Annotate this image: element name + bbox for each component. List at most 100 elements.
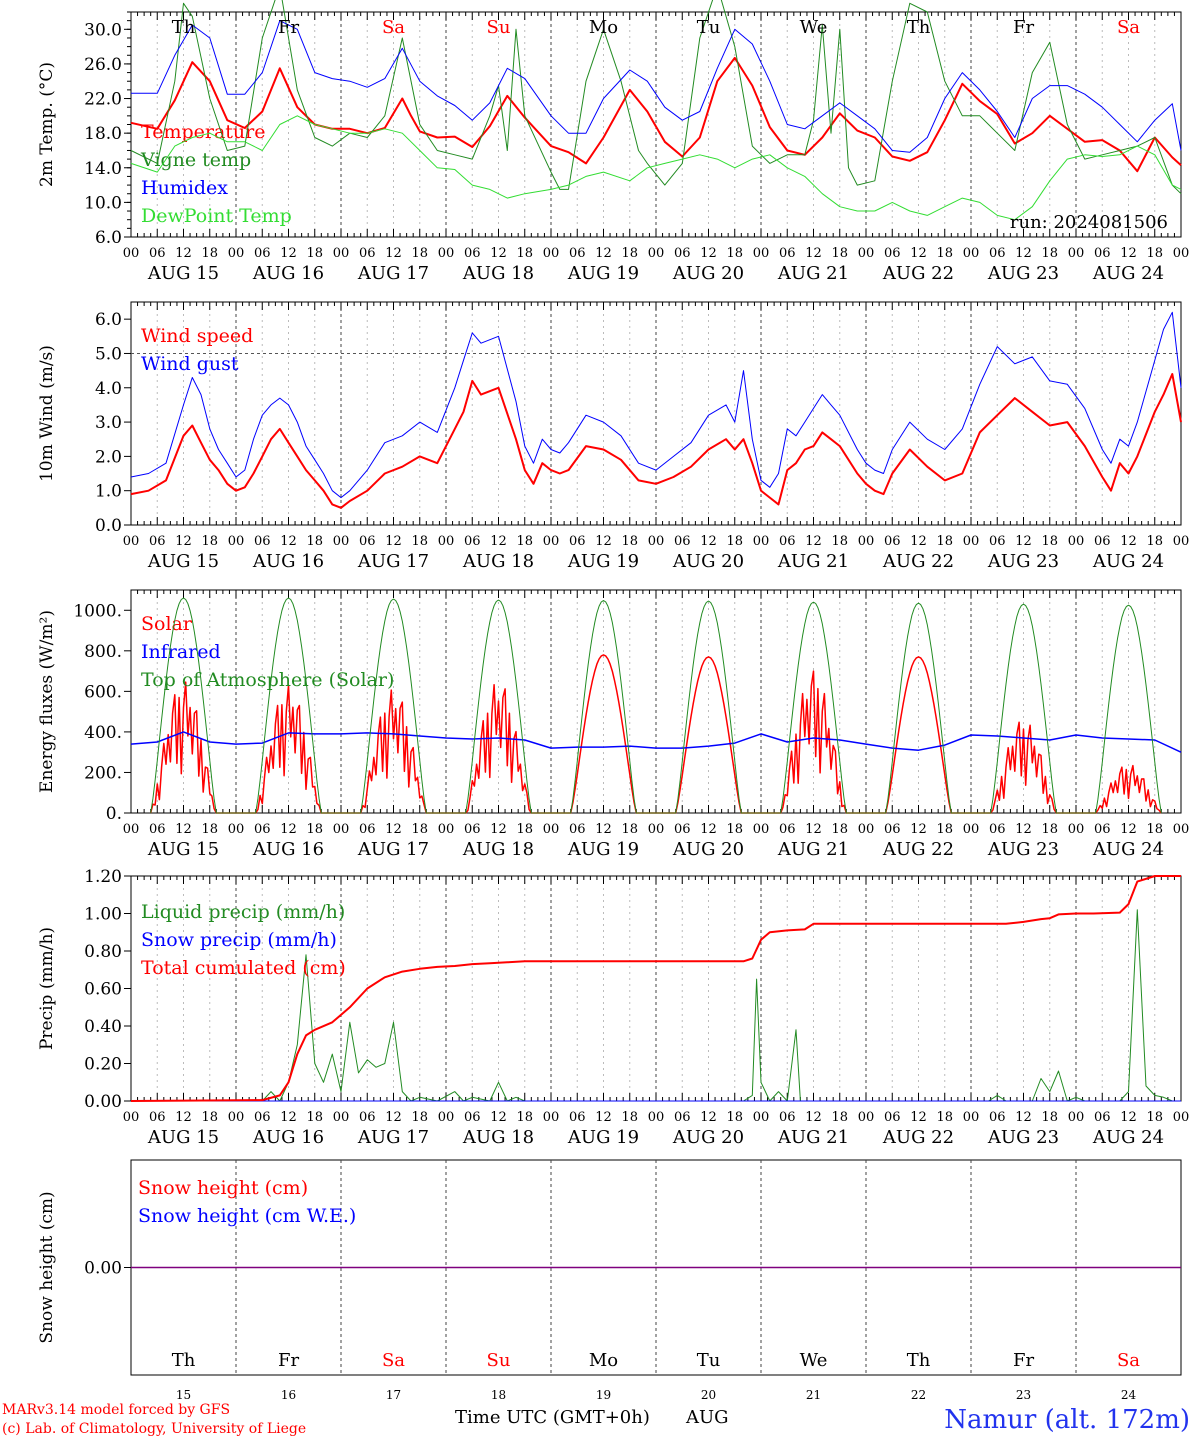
- hour-tick-label: 18: [936, 822, 953, 837]
- hour-tick-label: 06: [884, 822, 901, 837]
- hour-tick-label: 00: [333, 246, 350, 261]
- hour-tick-label: 12: [700, 246, 717, 261]
- hour-tick-label: 06: [254, 1110, 271, 1125]
- run-label: run: 2024081506: [1010, 212, 1168, 233]
- hour-tick-label: 12: [1120, 1110, 1137, 1125]
- date-label: AUG 16: [252, 839, 324, 860]
- hour-tick-label: 06: [464, 246, 481, 261]
- hour-tick-label: 06: [359, 1110, 376, 1125]
- y-tick-label: 400.: [84, 723, 122, 743]
- hour-tick-label: 00: [1068, 1110, 1085, 1125]
- hour-tick-label: 00: [963, 1110, 980, 1125]
- y-tick-label: 6.0: [95, 310, 122, 330]
- hour-tick-label: 12: [175, 1110, 192, 1125]
- hour-tick-label: 12: [1015, 822, 1032, 837]
- legend-entry: Snow precip (mm/h): [141, 929, 337, 951]
- hour-tick-label: 00: [648, 822, 665, 837]
- y-tick-label: 1000.: [73, 601, 122, 621]
- day-number-label: 17: [386, 1388, 401, 1402]
- hour-tick-label: 06: [779, 1110, 796, 1125]
- y-tick-label: 1.20: [84, 867, 122, 887]
- hour-tick-label: 06: [149, 822, 166, 837]
- y-tick-label: 200.: [84, 763, 122, 783]
- weekday-label-top: Fr: [278, 17, 299, 38]
- hour-tick-label: 18: [306, 822, 323, 837]
- x-axis-label: Time UTC (GMT+0h): [455, 1407, 650, 1428]
- hour-tick-label: 00: [1068, 534, 1085, 549]
- y-tick-label: 26.0: [84, 55, 122, 75]
- hour-tick-label: 00: [333, 822, 350, 837]
- hour-tick-label: 00: [228, 1110, 245, 1125]
- hour-tick-label: 12: [700, 822, 717, 837]
- hour-tick-label: 12: [805, 534, 822, 549]
- hour-tick-label: 00: [1173, 246, 1190, 261]
- hour-tick-label: 06: [359, 246, 376, 261]
- hour-tick-label: 12: [280, 1110, 297, 1125]
- y-tick-label: 0.0: [95, 516, 122, 536]
- y-tick-label: 0.60: [84, 980, 122, 1000]
- hour-tick-label: 00: [648, 246, 665, 261]
- date-label: AUG 15: [147, 551, 219, 572]
- legend-entry: Top of Atmosphere (Solar): [141, 669, 394, 691]
- legend-entry: Wind speed: [141, 325, 253, 347]
- date-label: AUG 21: [777, 263, 849, 284]
- day-number-label: 24: [1121, 1388, 1137, 1402]
- hour-tick-label: 12: [490, 1110, 507, 1125]
- hour-tick-label: 12: [805, 1110, 822, 1125]
- y-tick-label: 0.00: [84, 1092, 122, 1112]
- hour-tick-label: 06: [569, 1110, 586, 1125]
- hour-tick-label: 18: [201, 822, 218, 837]
- y-tick-label: 3.0: [95, 413, 122, 433]
- date-label: AUG 23: [987, 1127, 1059, 1148]
- hour-tick-label: 18: [411, 534, 428, 549]
- weekday-label-bottom: Mo: [589, 1350, 618, 1371]
- hour-tick-label: 00: [543, 822, 560, 837]
- weekday-label-top: Sa: [1117, 17, 1140, 38]
- hour-tick-label: 18: [1041, 1110, 1058, 1125]
- y-axis-label: Precip (mm/h): [37, 927, 57, 1050]
- date-label: AUG 24: [1092, 551, 1164, 572]
- hour-tick-label: 06: [884, 1110, 901, 1125]
- day-number-label: 18: [491, 1388, 506, 1402]
- legend-entry: Snow height (cm W.E.): [138, 1205, 356, 1227]
- hour-tick-label: 12: [910, 534, 927, 549]
- hour-tick-label: 06: [779, 246, 796, 261]
- hour-tick-label: 18: [516, 822, 533, 837]
- hour-tick-label: 12: [385, 1110, 402, 1125]
- date-label: AUG 24: [1092, 839, 1164, 860]
- panel-precip: 0.00 0.20 0.40 0.60 0.80 1.00 1.20 Precip (mm/h…: [37, 867, 1189, 1148]
- weekday-label-bottom: Fr: [278, 1350, 299, 1371]
- y-tick-label: 18.0: [84, 124, 122, 144]
- date-label: AUG 22: [882, 263, 954, 284]
- y-tick-label: 4.0: [95, 379, 122, 399]
- panel-frame: [130, 301, 1182, 526]
- hour-tick-label: 12: [910, 246, 927, 261]
- hour-tick-label: 06: [569, 822, 586, 837]
- hour-tick-label: 00: [753, 822, 770, 837]
- hour-tick-label: 06: [254, 246, 271, 261]
- hour-tick-label: 12: [910, 1110, 927, 1125]
- hour-tick-label: 00: [1173, 1110, 1190, 1125]
- hour-tick-label: 18: [621, 1110, 638, 1125]
- hour-tick-label: 18: [516, 246, 533, 261]
- panel-energy: 0. 200. 400. 600. 800. 1000. Energy fluxes (W/…: [37, 589, 1189, 860]
- y-tick-label: 22.0: [84, 90, 122, 110]
- hour-tick-label: 00: [438, 534, 455, 549]
- hour-tick-label: 12: [385, 246, 402, 261]
- date-label: AUG 20: [672, 1127, 744, 1148]
- hour-tick-label: 06: [254, 822, 271, 837]
- date-label: AUG 23: [987, 551, 1059, 572]
- hour-tick-label: 06: [464, 1110, 481, 1125]
- date-label: AUG 15: [147, 839, 219, 860]
- y-tick-label: 0.00: [84, 1259, 122, 1279]
- panels: 6.0 10.0 14.0 18.0 22.0 26.0 30.0 2m Temp. (°C)…: [37, 0, 1189, 1402]
- model-credit: MARv3.14 model forced by GFS: [2, 1402, 230, 1418]
- hour-tick-label: 18: [411, 1110, 428, 1125]
- hour-tick-label: 18: [306, 1110, 323, 1125]
- hour-tick-label: 06: [569, 534, 586, 549]
- hour-tick-label: 12: [385, 822, 402, 837]
- hour-tick-label: 12: [280, 246, 297, 261]
- y-tick-label: 1.0: [95, 482, 122, 502]
- date-label: AUG 20: [672, 839, 744, 860]
- hour-tick-label: 18: [831, 534, 848, 549]
